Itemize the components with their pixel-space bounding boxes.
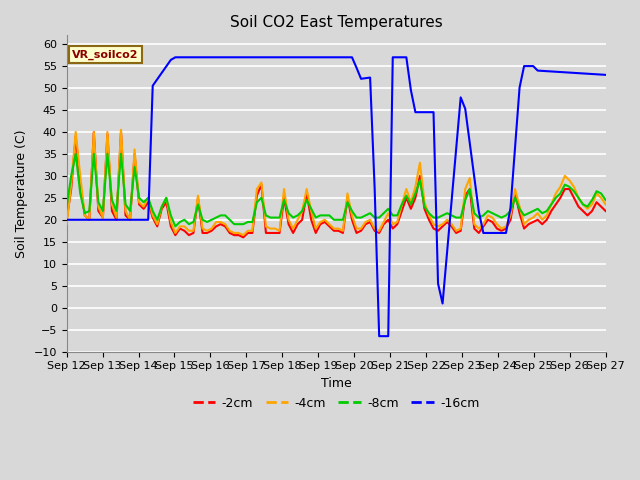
Y-axis label: Soil Temperature (C): Soil Temperature (C)	[15, 129, 28, 258]
Text: VR_soilco2: VR_soilco2	[72, 49, 138, 60]
Title: Soil CO2 East Temperatures: Soil CO2 East Temperatures	[230, 15, 442, 30]
X-axis label: Time: Time	[321, 377, 351, 390]
Legend: -2cm, -4cm, -8cm, -16cm: -2cm, -4cm, -8cm, -16cm	[188, 392, 484, 415]
